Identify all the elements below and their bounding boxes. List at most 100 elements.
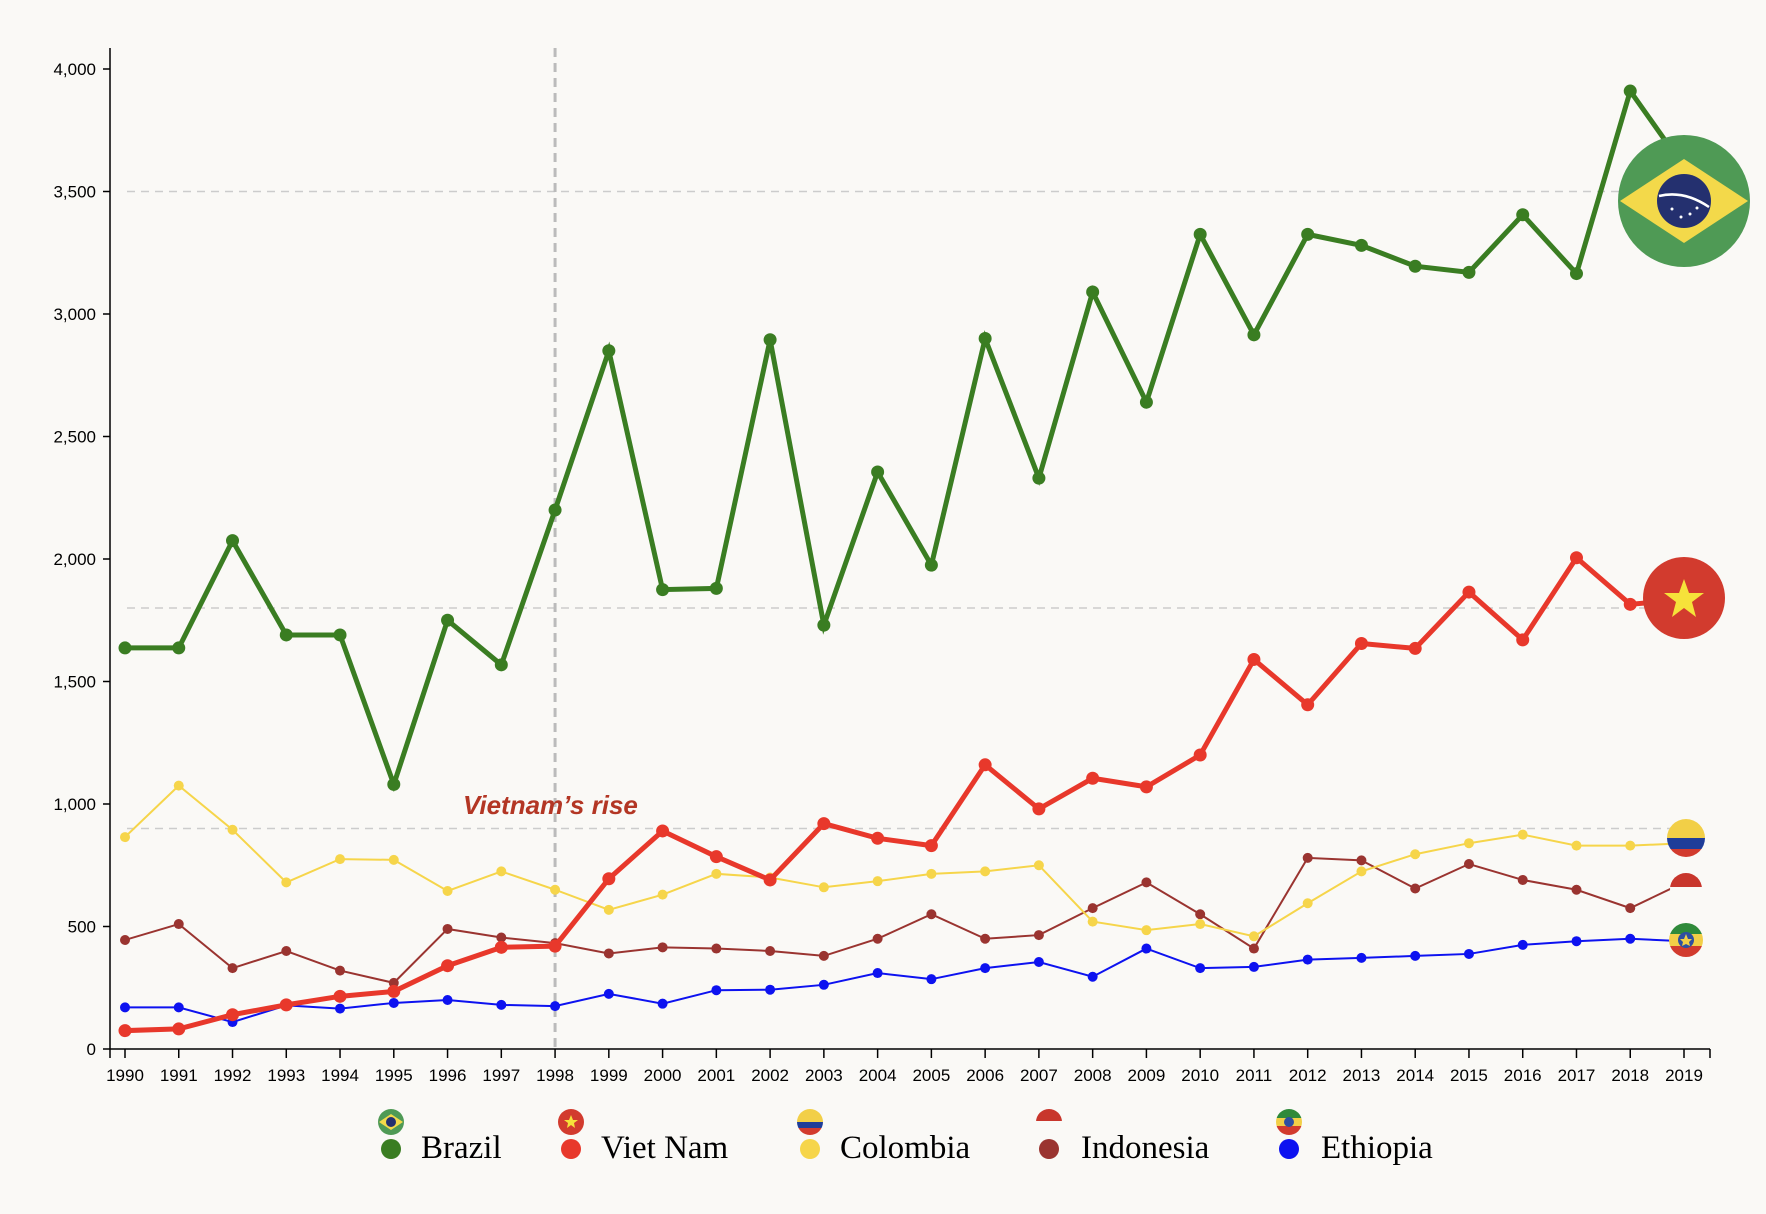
data-point-viet-nam-2003 [817,817,831,831]
data-point-ethiopia-1996 [442,995,453,1005]
legend-dot-ethiopia [1279,1139,1299,1159]
legend: Brazil Viet Nam Colombia I [378,1109,1433,1166]
x-tick-label: 2007 [1020,1066,1058,1085]
data-point-colombia-1996 [442,885,453,896]
data-point-viet-nam-1999 [602,872,616,886]
data-point-colombia-1993 [281,877,292,888]
legend-dot-brazil [381,1139,401,1159]
legend-item-indonesia: Indonesia [1036,1109,1210,1166]
data-point-colombia-2016 [1517,829,1528,840]
data-point-brazil-2000 [656,583,670,597]
legend-item-ethiopia: Ethiopia [1276,1109,1433,1166]
data-point-brazil-2016 [1516,208,1530,222]
data-point-ethiopia-2014 [1410,950,1421,961]
series-line-indonesia [124,856,1685,984]
reference-lines [127,48,1700,1049]
x-tick-label: 2006 [966,1066,1004,1085]
data-point-viet-nam-2014 [1408,641,1422,655]
data-point-viet-nam-2005 [924,839,938,853]
data-point-colombia-2011 [1248,931,1259,942]
data-point-indonesia-2016 [1517,874,1528,885]
data-point-ethiopia-1991 [173,1002,184,1013]
data-point-colombia-2008 [1087,916,1098,927]
data-point-viet-nam-2002 [763,873,777,887]
data-point-indonesia-2004 [872,933,883,944]
data-point-brazil-2001 [709,581,723,595]
legend-label-brazil: Brazil [421,1130,502,1166]
data-point-ethiopia-2002 [765,984,776,995]
data-point-brazil-2011 [1247,328,1261,342]
data-point-brazil-2018 [1623,84,1637,98]
ethiopia-flag-icon [1276,1109,1302,1135]
data-point-ethiopia-2015 [1463,948,1474,959]
x-tick-label: 2008 [1074,1066,1112,1085]
data-point-brazil-2014 [1408,259,1422,273]
data-point-colombia-2007 [1033,860,1044,871]
x-tick-label: 1995 [375,1066,413,1085]
legend-item-colombia: Colombia [797,1109,971,1166]
data-point-brazil-1997 [494,658,508,672]
data-point-brazil-2007 [1032,471,1046,485]
data-point-viet-nam-2008 [1086,771,1100,785]
data-point-brazil-2003 [817,618,831,632]
data-point-colombia-2009 [1141,925,1152,936]
data-point-ethiopia-2010 [1195,963,1206,974]
brazil-flag-icon [1618,135,1750,267]
data-point-brazil-2004 [871,465,885,479]
data-point-brazil-2015 [1462,265,1476,279]
data-point-brazil-1990 [118,641,132,655]
data-point-indonesia-2006 [980,933,991,944]
data-point-colombia-2006 [980,866,991,877]
axes: 0 500 1,000 1,500 2,000 2,500 3,000 3,500 4,000 1… [53,48,1711,1085]
data-point-colombia-1992 [227,824,238,835]
series-line-ethiopia [125,937,1685,1024]
data-point-colombia-1999 [603,904,614,915]
data-point-viet-nam-1996 [441,959,455,973]
annotation-vietnams-rise: Vietnam’s rise [463,790,638,820]
ethiopia-flag-icon [1669,923,1703,957]
data-point-viet-nam-2007 [1032,802,1046,816]
data-point-indonesia-2000 [657,942,668,953]
data-point-colombia-2015 [1463,838,1474,849]
indonesia-flag-icon [1670,873,1702,905]
x-tick-label: 1992 [214,1066,252,1085]
data-point-colombia-2018 [1625,840,1636,851]
y-tick-label: 1,000 [53,795,96,814]
data-point-ethiopia-2005 [926,974,937,985]
y-tick-label: 0 [87,1040,96,1059]
data-point-viet-nam-2000 [656,824,670,838]
data-point-indonesia-1996 [442,923,453,934]
data-point-viet-nam-1991 [172,1022,186,1036]
data-point-indonesia-2001 [711,943,722,954]
data-point-colombia-2014 [1410,849,1421,860]
y-tick-label: 1,500 [53,673,96,692]
y-tick-label: 3,500 [53,183,96,202]
data-point-colombia-2003 [818,882,829,893]
data-point-indonesia-2017 [1571,884,1582,895]
data-point-ethiopia-2011 [1248,961,1259,972]
data-point-ethiopia-2007 [1033,957,1044,968]
data-point-viet-nam-1998 [548,939,562,953]
data-point-brazil-1999 [602,344,616,358]
data-point-viet-nam-2013 [1354,637,1368,651]
data-point-indonesia-2009 [1141,877,1152,888]
data-point-indonesia-1997 [496,932,507,943]
series-ethiopia [120,933,1685,1028]
data-point-ethiopia-1995 [388,997,399,1008]
x-tick-label: 2000 [644,1066,682,1085]
data-point-colombia-1991 [173,780,184,791]
x-tick-label: 2012 [1289,1066,1327,1085]
x-tick-label: 2015 [1450,1066,1488,1085]
data-point-viet-nam-2012 [1301,698,1315,712]
colombia-flag-icon [797,1109,823,1135]
data-point-ethiopia-2004 [872,968,883,979]
data-point-colombia-1997 [496,866,507,877]
data-point-viet-nam-2006 [978,758,992,772]
x-tick-label: 2018 [1611,1066,1649,1085]
data-point-viet-nam-2018 [1623,597,1637,611]
data-point-ethiopia-2003 [818,979,829,990]
data-point-colombia-1994 [335,854,346,865]
x-tick-label: 2013 [1343,1066,1381,1085]
data-point-brazil-1998 [548,503,562,517]
